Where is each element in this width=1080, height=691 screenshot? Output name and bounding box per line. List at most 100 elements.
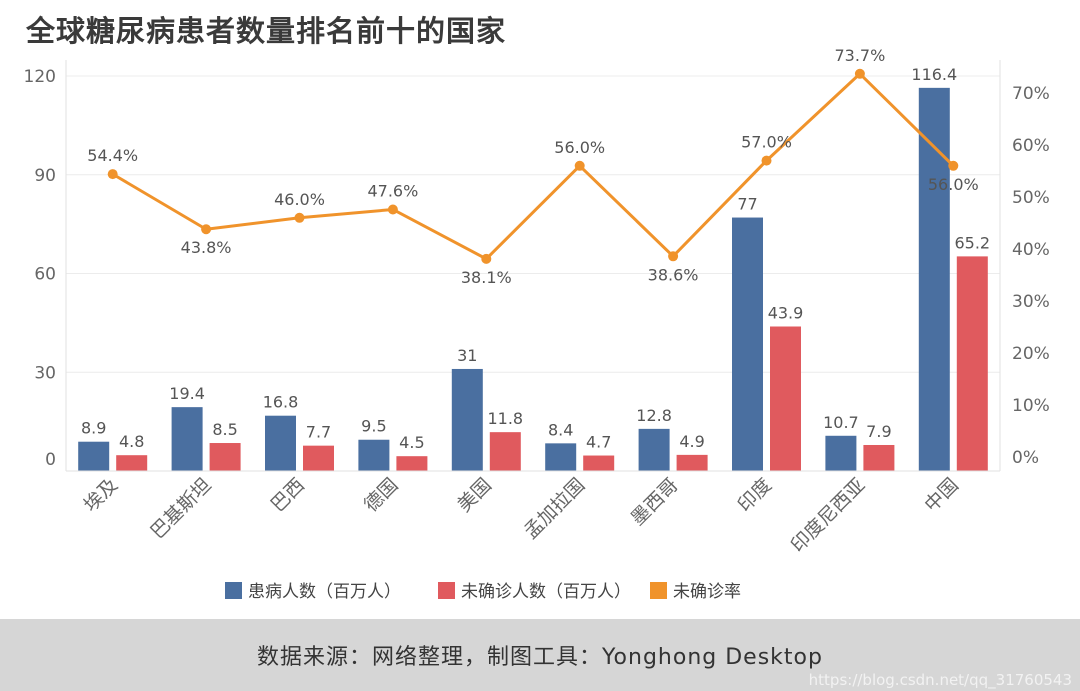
legend-swatch [438, 582, 455, 599]
left-tick-label: 90 [34, 166, 56, 186]
left-y-axis: 0 30 60 90 120 [24, 60, 67, 471]
bar-patients [545, 443, 577, 471]
bar-patients [265, 415, 296, 471]
bar-patients [451, 368, 483, 471]
bar-label-patients: 10.7 [823, 413, 859, 432]
rate-point [574, 160, 585, 171]
legend-label: 患病人数（百万人） [248, 582, 401, 602]
legend-label: 未确诊人数（百万人） [461, 582, 631, 602]
category-label: 美国 [453, 474, 495, 516]
bar-patients [918, 87, 950, 471]
bar-label-patients: 9.5 [361, 417, 386, 436]
bar-patients [732, 217, 763, 471]
bar-patients [358, 439, 390, 471]
category-label: 孟加拉国 [520, 474, 589, 543]
category-label: 德国 [360, 474, 402, 516]
bar-label-patients: 12.8 [636, 406, 672, 425]
footer-bar: 数据来源：网络整理，制图工具：Yonghong Desktop https://… [0, 619, 1080, 691]
rate-point [201, 224, 212, 235]
watermark-url: https://blog.csdn.net/qq_31760543 [808, 671, 1072, 689]
category-label: 墨西哥 [627, 474, 683, 530]
rate-point [948, 160, 959, 171]
line-series [107, 68, 959, 264]
right-tick-label: 30% [1012, 292, 1050, 312]
bar-undiagnosed [863, 444, 895, 471]
bar-label-patients: 31 [457, 346, 477, 365]
rate-point [481, 253, 492, 264]
x-axis: 埃及 巴基斯坦 巴西 德国 美国 孟加拉国 墨西哥 印度 印度尼西亚 中国 [66, 470, 1000, 557]
bar-label-undiagnosed: 65.2 [954, 233, 990, 252]
rate-label: 46.0% [274, 190, 325, 209]
bar-undiagnosed [583, 455, 615, 471]
grid-lines [66, 75, 1000, 373]
right-tick-label: 10% [1012, 396, 1050, 416]
rate-point [854, 68, 865, 79]
category-label: 埃及 [80, 474, 122, 516]
category-label: 中国 [920, 474, 962, 516]
right-y-axis: 0% 10% 20% 30% 40% 50% 60% 70% [999, 60, 1050, 471]
left-tick-label: 0 [45, 450, 56, 470]
bar-undiagnosed [770, 326, 801, 471]
rate-label: 38.1% [461, 268, 512, 287]
bar-label-undiagnosed: 7.7 [306, 423, 331, 442]
bar-series [78, 87, 988, 471]
legend-swatch [225, 582, 242, 599]
legend: 患病人数（百万人） 未确诊人数（百万人） 未确诊率 [225, 582, 741, 602]
bar-label-undiagnosed: 11.8 [487, 409, 523, 428]
rate-label: 73.7% [834, 46, 885, 65]
bar-label-undiagnosed: 7.9 [866, 422, 891, 441]
rate-point [107, 169, 118, 180]
left-tick-label: 60 [34, 265, 56, 285]
rate-point [387, 204, 398, 215]
bar-label-undiagnosed: 4.9 [679, 432, 704, 451]
rate-point [761, 155, 772, 166]
bar-patients [171, 407, 203, 471]
bar-undiagnosed [303, 445, 334, 471]
data-source-note: 数据来源：网络整理，制图工具：Yonghong Desktop [257, 645, 823, 670]
rate-label: 43.8% [181, 238, 232, 257]
bar-undiagnosed [396, 456, 428, 471]
rate-point [668, 251, 679, 262]
bar-patients [638, 428, 670, 471]
bar-label-undiagnosed: 4.7 [586, 433, 611, 452]
left-tick-label: 120 [24, 67, 56, 87]
bar-label-patients: 16.8 [263, 393, 299, 412]
rate-label: 38.6% [648, 265, 699, 284]
rate-label: 47.6% [367, 181, 418, 200]
bar-undiagnosed [209, 443, 241, 471]
right-tick-label: 70% [1012, 84, 1050, 104]
bar-patients [825, 435, 857, 471]
right-tick-label: 0% [1012, 448, 1039, 468]
rate-label: 56.0% [928, 175, 979, 194]
chart-canvas: 0 30 60 90 120 0% 10% 20% 30% 40% 50% 60% 70% 8.9 4.… [24, 46, 1050, 602]
bar-label-undiagnosed: 43.9 [768, 303, 804, 322]
legend-swatch [650, 582, 667, 599]
bar-patients [78, 441, 110, 471]
rate-point [294, 212, 305, 223]
bar-undiagnosed [956, 256, 988, 471]
bar-label-patients: 8.9 [81, 419, 106, 438]
category-label: 印度 [734, 474, 776, 516]
right-tick-label: 40% [1012, 240, 1050, 260]
rate-label: 56.0% [554, 138, 605, 157]
right-tick-label: 20% [1012, 344, 1050, 364]
bar-undiagnosed [676, 454, 708, 471]
rate-line [111, 72, 955, 261]
bar-label-patients: 8.4 [548, 420, 573, 439]
chart-title: 全球糖尿病患者数量排名前十的国家 [26, 14, 507, 48]
rate-label: 54.4% [87, 146, 138, 165]
right-tick-label: 60% [1012, 136, 1050, 156]
legend-label: 未确诊率 [673, 582, 741, 602]
category-label: 巴基斯坦 [146, 474, 215, 543]
category-label: 印度尼西亚 [787, 474, 870, 557]
bar-label-patients: 77 [737, 195, 757, 214]
bar-label-undiagnosed: 8.5 [212, 420, 237, 439]
category-label: 巴西 [267, 474, 309, 516]
bar-label-undiagnosed: 4.5 [399, 433, 424, 452]
data-labels: 8.9 4.8 19.4 8.5 16.8 7.7 9.5 4.5 31 11.8 8.4 4.7 12… [81, 46, 990, 452]
bar-undiagnosed [116, 455, 148, 471]
rate-label: 57.0% [741, 133, 792, 152]
bar-label-patients: 19.4 [169, 384, 205, 403]
bar-label-patients: 116.4 [911, 65, 957, 84]
bar-label-undiagnosed: 4.8 [119, 432, 144, 451]
